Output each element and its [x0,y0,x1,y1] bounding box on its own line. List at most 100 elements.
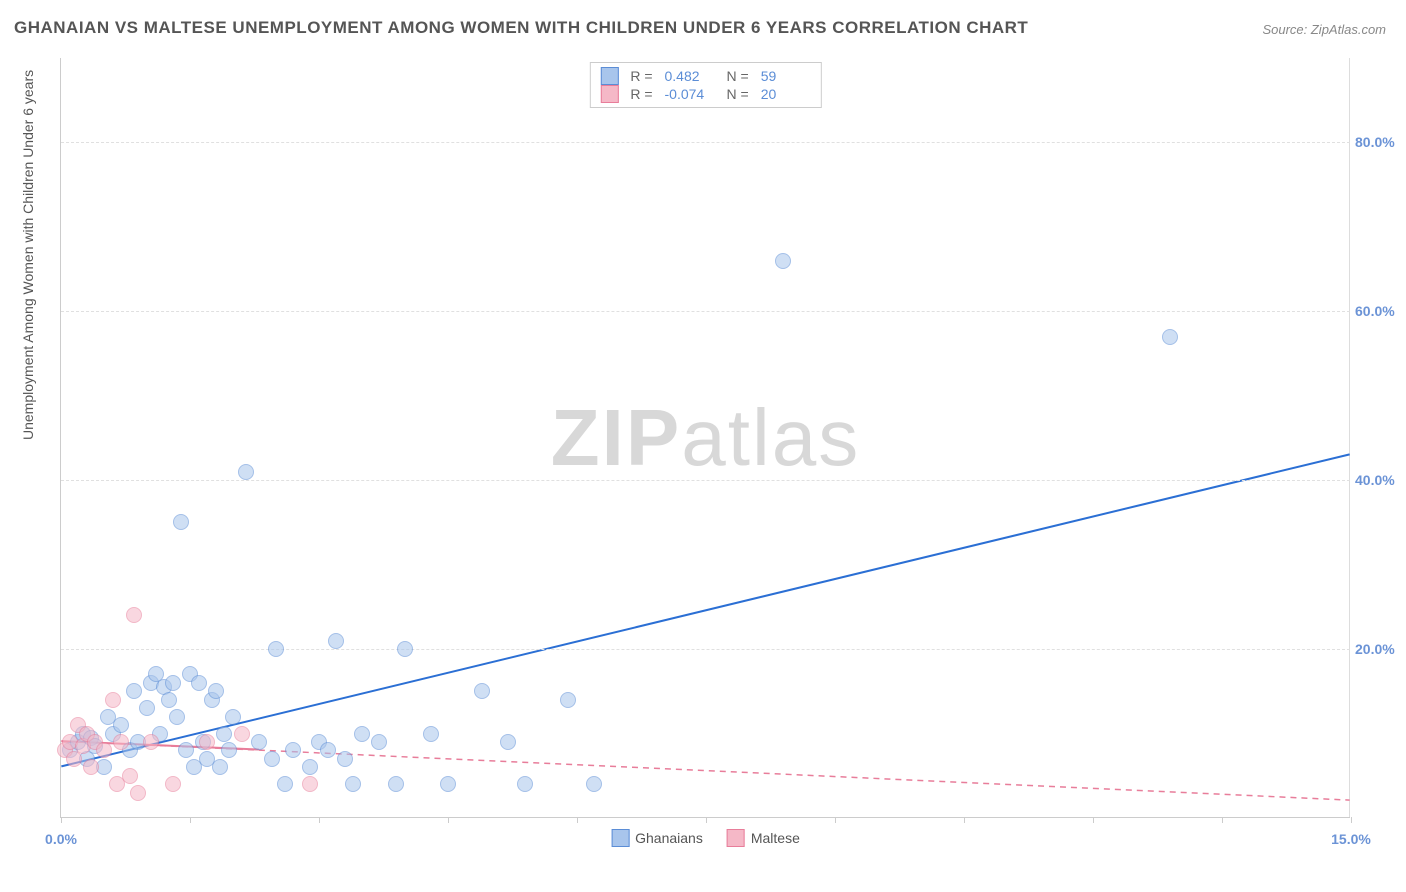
scatter-point [268,641,284,657]
legend-swatch [727,829,745,847]
scatter-point [586,776,602,792]
scatter-point [165,776,181,792]
scatter-point [139,700,155,716]
correlation-legend-row: R = 0.482 N = 59 [600,67,810,85]
scatter-point [302,776,318,792]
scatter-point [105,692,121,708]
x-tick [190,817,191,823]
watermark-bold: ZIP [551,393,681,482]
scatter-point [221,742,237,758]
x-tick [1222,817,1223,823]
scatter-point [234,726,250,742]
scatter-point [328,633,344,649]
scatter-point [113,734,129,750]
scatter-point [173,514,189,530]
scatter-point [423,726,439,742]
scatter-point [199,734,215,750]
series-legend-item: Maltese [727,829,800,847]
correlation-legend-row: R = -0.074 N = 20 [600,85,810,103]
gridline-horizontal [61,649,1350,650]
legend-swatch [600,67,618,85]
scatter-point [517,776,533,792]
scatter-point [126,683,142,699]
scatter-point [500,734,516,750]
chart-title: GHANAIAN VS MALTESE UNEMPLOYMENT AMONG W… [14,18,1028,38]
x-tick [319,817,320,823]
scatter-point [178,742,194,758]
r-label: R = [630,86,652,102]
series-legend-item: Ghanaians [611,829,703,847]
watermark-text: ZIPatlas [551,392,860,484]
series-legend-label: Ghanaians [635,830,703,846]
y-axis-label: Unemployment Among Women with Children U… [20,70,36,440]
scatter-point [345,776,361,792]
x-tick [448,817,449,823]
n-value: 20 [761,86,811,102]
correlation-legend: R = 0.482 N = 59 R = -0.074 N = 20 [589,62,821,108]
scatter-point [161,692,177,708]
scatter-point [191,675,207,691]
y-tick-label: 40.0% [1355,472,1406,488]
scatter-point [96,742,112,758]
scatter-point [775,253,791,269]
scatter-point [285,742,301,758]
x-tick [577,817,578,823]
scatter-point [169,709,185,725]
r-label: R = [630,68,652,84]
scatter-point [130,785,146,801]
n-value: 59 [761,68,811,84]
x-tick [1093,817,1094,823]
scatter-point [440,776,456,792]
scatter-point [225,709,241,725]
r-value: 0.482 [665,68,715,84]
scatter-point [474,683,490,699]
legend-swatch [611,829,629,847]
scatter-point [397,641,413,657]
trend-line [61,454,1349,766]
gridline-horizontal [61,311,1350,312]
x-tick-label: 15.0% [1331,831,1371,847]
series-legend: Ghanaians Maltese [611,829,800,847]
x-tick [61,817,62,823]
chart-plot-area: ZIPatlas R =0.482N =59R =-0.074N =20 Gha… [60,58,1350,818]
scatter-point [320,742,336,758]
x-tick-label: 0.0% [45,831,77,847]
series-legend-label: Maltese [751,830,800,846]
y-tick-label: 60.0% [1355,303,1406,319]
r-value: -0.074 [665,86,715,102]
scatter-point [143,734,159,750]
scatter-point [337,751,353,767]
scatter-point [83,759,99,775]
scatter-point [277,776,293,792]
y-tick-label: 80.0% [1355,134,1406,150]
watermark-light: atlas [681,393,860,482]
scatter-point [165,675,181,691]
trend-lines-svg [61,58,1350,817]
scatter-point [122,768,138,784]
y-tick-label: 20.0% [1355,641,1406,657]
scatter-point [560,692,576,708]
source-attribution: Source: ZipAtlas.com [1262,22,1386,37]
trend-line [61,741,1349,800]
scatter-point [212,759,228,775]
scatter-point [1162,329,1178,345]
x-tick [706,817,707,823]
scatter-point [302,759,318,775]
scatter-point [208,683,224,699]
scatter-point [371,734,387,750]
scatter-point [388,776,404,792]
x-tick [964,817,965,823]
x-tick [1351,817,1352,823]
scatter-point [264,751,280,767]
scatter-point [216,726,232,742]
n-label: N = [727,68,749,84]
n-label: N = [727,86,749,102]
scatter-point [354,726,370,742]
scatter-point [126,607,142,623]
gridline-horizontal [61,142,1350,143]
scatter-point [238,464,254,480]
scatter-point [251,734,267,750]
scatter-point [113,717,129,733]
chart-right-border [1349,58,1350,817]
legend-swatch [600,85,618,103]
